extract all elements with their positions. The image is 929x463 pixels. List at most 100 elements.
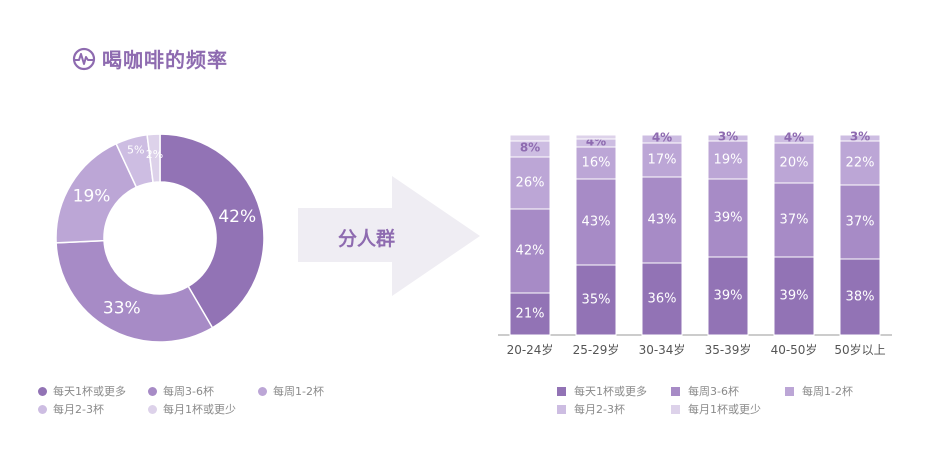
bar-legend: 每天1杯或更多 每周3-6杯 每周1-2杯每月2-3杯 每月1杯或更少: [557, 382, 899, 418]
bar-data-label: 42%: [516, 244, 545, 259]
bar-segment: [707, 256, 749, 336]
bar-segment: [575, 178, 617, 266]
legend-item: 每天1杯或更多: [557, 383, 657, 399]
legend-label: 每月1杯或更少: [688, 403, 761, 416]
legend-item: 每月1杯或更少: [671, 401, 771, 417]
legend-item: 每周3-6杯: [671, 383, 771, 399]
bar-segment: [575, 134, 617, 140]
bar-segment: [707, 178, 749, 258]
x-tick-label: 35-39岁: [705, 342, 752, 357]
bar-data-label: 26%: [516, 176, 545, 191]
legend-swatch: [38, 404, 47, 414]
legend-label: 每周3-6杯: [163, 385, 214, 398]
legend-label: 每周1-2杯: [802, 385, 853, 398]
arrow-shape: [298, 176, 480, 296]
pie-legend: 每天1杯或更多 每周3-6杯 每周1-2杯每月2-3杯 每月1杯或更少: [38, 382, 368, 418]
legend-label: 每周3-6杯: [688, 385, 739, 398]
bar-segment: [773, 142, 815, 184]
bar-segment: [509, 156, 551, 210]
legend-item: 每天1杯或更多: [38, 383, 134, 399]
bar-data-label: 4%: [784, 131, 804, 145]
bar-data-label: 3%: [718, 130, 738, 144]
bar-data-label: 4%: [652, 131, 672, 145]
legend-swatch: [557, 386, 566, 396]
pie-slice: [146, 133, 161, 184]
legend-swatch: [38, 386, 47, 396]
x-tick-label: 40-50岁: [771, 342, 818, 357]
legend-row: 每天1杯或更多 每周3-6杯 每周1-2杯: [38, 382, 368, 400]
legend-item: 每周1-2杯: [258, 383, 354, 399]
pie-slice-label: 19%: [73, 187, 111, 207]
legend-label: 每天1杯或更多: [574, 385, 647, 398]
legend-row: 每月2-3杯 每月1杯或更少: [38, 400, 368, 418]
bar-segment: [839, 140, 881, 186]
bar-data-label: 3%: [850, 130, 870, 144]
bar-data-label: 36%: [648, 292, 677, 307]
pie-slice-label: 5%: [127, 143, 144, 156]
legend-label: 每天1杯或更多: [53, 385, 126, 398]
bar-segment: [707, 140, 749, 180]
legend-swatch: [785, 386, 794, 396]
x-tick-label: 25-29岁: [573, 342, 620, 357]
legend-label: 每周1-2杯: [273, 385, 324, 398]
legend-row: 每天1杯或更多 每周3-6杯 每周1-2杯: [557, 382, 899, 400]
legend-item: 每周1-2杯: [785, 383, 885, 399]
bar-data-label: 38%: [846, 290, 875, 305]
bar-segment: [641, 134, 683, 144]
bar-data-label: 37%: [846, 215, 875, 230]
bar-data-label: 37%: [780, 213, 809, 228]
bar-data-label: 17%: [648, 153, 677, 168]
legend-swatch: [148, 386, 157, 396]
legend-swatch: [258, 386, 267, 396]
bar-segment: [509, 134, 551, 142]
legend-item: 每月1杯或更少: [148, 401, 244, 417]
legend-label: 每月2-3杯: [574, 403, 625, 416]
bar-segment: [641, 262, 683, 336]
legend-swatch: [671, 386, 680, 396]
legend-item: 每月2-3杯: [38, 401, 134, 417]
chart-title: 喝咖啡的频率: [72, 44, 228, 73]
bar-segment: [641, 142, 683, 178]
bar-data-label: 21%: [516, 307, 545, 322]
bar-data-label: 39%: [714, 289, 743, 304]
bar-data-label: 35%: [582, 293, 611, 308]
bar-segment: [839, 258, 881, 336]
bar-data-label: 19%: [714, 153, 743, 168]
x-tick-label: 50岁以上: [834, 342, 885, 357]
bar-segment: [707, 134, 749, 142]
x-tick-label: 30-34岁: [639, 342, 686, 357]
bar-data-label: 22%: [846, 156, 875, 171]
x-tick-label: 20-24岁: [507, 342, 554, 357]
arrow-label: 分人群: [338, 228, 396, 250]
bar-segment: [641, 176, 683, 264]
bar-segment: [773, 182, 815, 258]
pulse-icon: [72, 47, 96, 70]
legend-label: 每月1杯或更少: [163, 403, 236, 416]
legend-item: 每月2-3杯: [557, 401, 657, 417]
legend-row: 每月2-3杯 每月1杯或更少: [557, 400, 899, 418]
pie-slice: [159, 133, 265, 329]
bar-segment: [575, 264, 617, 336]
legend-swatch: [671, 404, 680, 414]
legend-item: 每周3-6杯: [148, 383, 244, 399]
pie-slice: [55, 239, 214, 343]
bar-data-label: 43%: [648, 213, 677, 228]
legend-label: 每月2-3杯: [53, 403, 104, 416]
bar-segment: [575, 146, 617, 180]
bar-data-label: 8%: [520, 141, 540, 155]
pie-slice-label: 33%: [103, 298, 141, 318]
bar-data-label: 16%: [582, 156, 611, 171]
bar-data-label: 39%: [780, 289, 809, 304]
bar-segment: [839, 134, 881, 142]
pie-slice-label: 2%: [146, 148, 163, 161]
pie-slice-label: 42%: [218, 207, 256, 227]
page-title: 喝咖啡的频率: [102, 48, 228, 72]
legend-swatch: [557, 404, 566, 414]
bar-segment: [839, 184, 881, 260]
bar-data-label: 43%: [582, 215, 611, 230]
bar-segment: [773, 134, 815, 144]
bar-segment: [773, 256, 815, 336]
bar-data-label: 20%: [780, 156, 809, 171]
